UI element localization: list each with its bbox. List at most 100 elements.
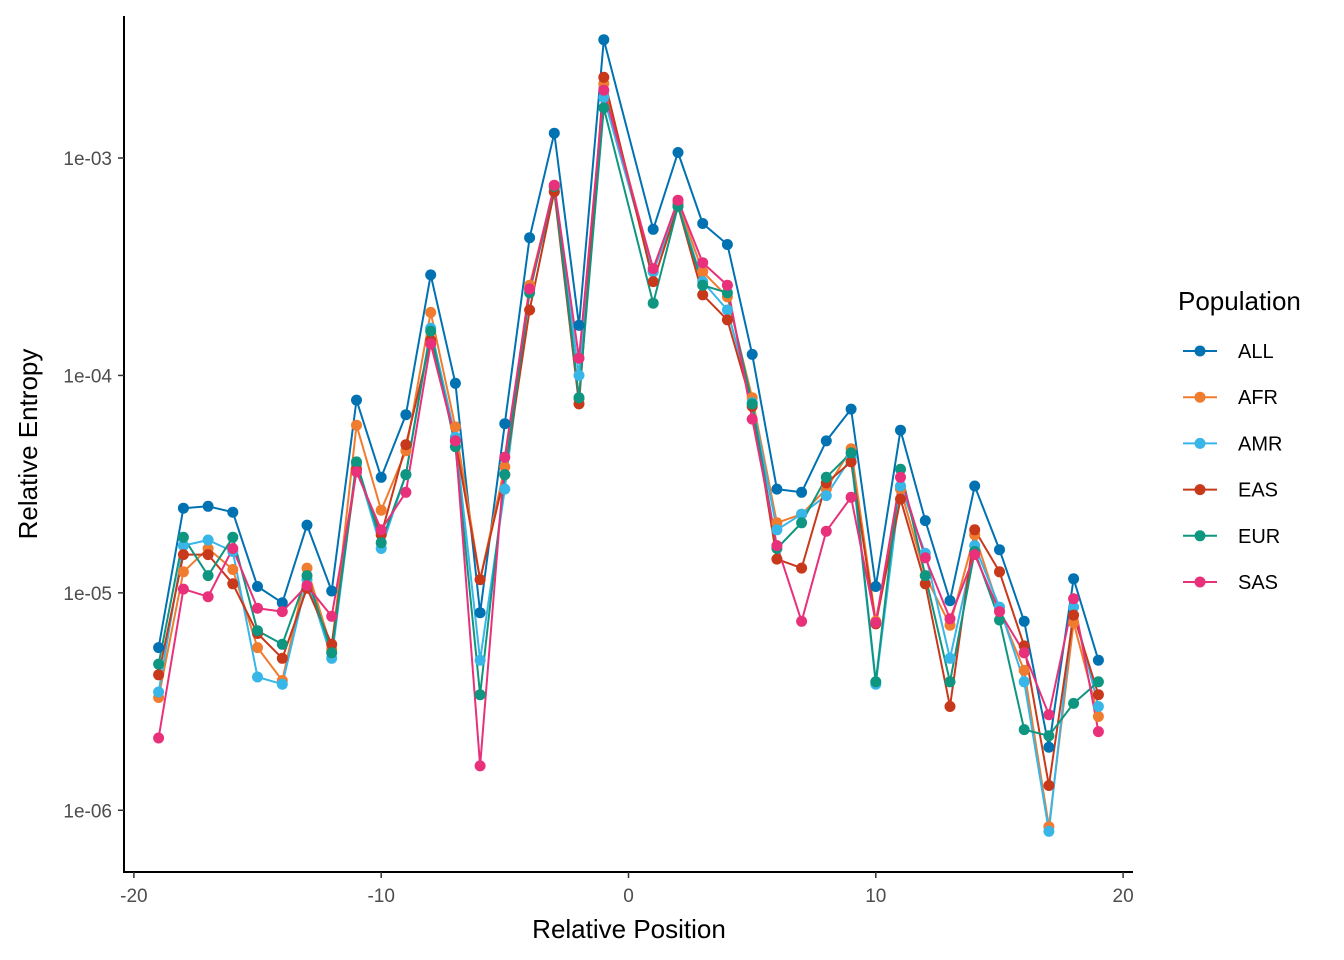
- legend-label-amr: AMR: [1238, 433, 1282, 455]
- data-point-eur: [919, 570, 931, 582]
- data-point-sas: [746, 413, 758, 425]
- data-point-eur: [870, 676, 882, 688]
- data-point-eas: [1043, 780, 1055, 791]
- data-point-eas: [177, 549, 189, 561]
- data-point-sas: [227, 543, 239, 554]
- data-point-amr: [1043, 825, 1055, 837]
- data-point-all: [400, 409, 412, 421]
- data-point-eas: [721, 314, 733, 326]
- data-point-sas: [400, 486, 412, 498]
- series-line-sas: [157, 89, 1100, 767]
- data-point-sas: [796, 615, 808, 627]
- data-point-amr: [1092, 701, 1104, 712]
- data-point-amr: [796, 508, 808, 520]
- data-point-eur: [252, 625, 263, 637]
- series-points-all: [153, 34, 1104, 753]
- data-point-amr: [1018, 676, 1030, 688]
- data-point-all: [969, 480, 981, 492]
- data-point-eur: [944, 676, 956, 688]
- data-point-eas: [153, 669, 165, 681]
- data-point-sas: [845, 491, 857, 503]
- data-point-eur: [499, 469, 511, 481]
- legend-label-afr: AFR: [1238, 387, 1278, 409]
- series-points-eas: [153, 71, 1104, 791]
- data-point-sas: [969, 549, 981, 561]
- data-point-eur: [153, 658, 165, 670]
- y-tick-label: 1e-06: [63, 801, 112, 822]
- data-point-sas: [499, 451, 511, 463]
- data-point-eas: [202, 549, 214, 561]
- data-point-sas: [919, 552, 931, 564]
- data-point-amr: [474, 654, 486, 666]
- data-point-eur: [301, 570, 313, 582]
- data-point-afr: [425, 306, 437, 318]
- data-point-sas: [820, 525, 832, 537]
- x-tick-label: -10: [367, 886, 394, 907]
- legend-key-point-eas: [1194, 484, 1206, 496]
- data-point-amr: [944, 652, 956, 664]
- x-tick-label: 0: [623, 886, 634, 907]
- data-point-eas: [227, 578, 239, 590]
- legend-item-eas: EAS: [1183, 480, 1278, 502]
- data-point-afr: [1018, 664, 1030, 676]
- legend-key-point-sas: [1194, 576, 1206, 588]
- legend-label-sas: SAS: [1238, 572, 1278, 594]
- series-points-sas: [153, 84, 1104, 772]
- data-point-sas: [548, 179, 560, 191]
- data-point-sas: [153, 732, 165, 744]
- data-point-all: [202, 500, 214, 512]
- data-point-eas: [400, 439, 412, 451]
- data-point-eur: [400, 469, 412, 481]
- data-point-all: [573, 319, 585, 331]
- data-point-eur: [425, 325, 437, 337]
- data-point-eur: [598, 102, 610, 114]
- legend-item-all: ALL: [1183, 341, 1274, 363]
- data-point-eas: [697, 289, 709, 301]
- x-tick-label: 20: [1113, 886, 1134, 907]
- data-point-all: [301, 519, 313, 531]
- legend-item-afr: AFR: [1183, 387, 1278, 409]
- data-point-eur: [1018, 724, 1030, 736]
- data-point-eas: [1092, 689, 1104, 701]
- data-point-all: [721, 239, 733, 250]
- data-point-afr: [499, 461, 511, 473]
- data-point-eur: [375, 537, 387, 549]
- data-point-eur: [746, 398, 758, 410]
- data-point-eas: [276, 652, 288, 664]
- data-point-sas: [524, 283, 536, 295]
- data-point-all: [499, 418, 511, 430]
- data-point-amr: [721, 304, 733, 316]
- data-point-amr: [153, 686, 165, 698]
- data-point-afr: [252, 642, 263, 654]
- data-point-sas: [276, 606, 288, 618]
- data-point-eas: [944, 701, 956, 712]
- data-point-eur: [474, 689, 486, 701]
- data-point-sas: [573, 352, 585, 364]
- legend: Population ALL AFR AMR EAS EUR SAS: [1178, 286, 1301, 594]
- data-point-eur: [351, 456, 362, 468]
- data-point-sas: [177, 583, 189, 595]
- data-point-eas: [524, 304, 536, 316]
- legend-item-eur: EUR: [1183, 526, 1280, 548]
- data-point-all: [425, 269, 437, 281]
- data-point-eas: [969, 524, 981, 536]
- data-point-all: [919, 515, 931, 527]
- data-point-all: [548, 127, 560, 139]
- data-point-all: [845, 403, 857, 415]
- data-point-sas: [1018, 647, 1030, 659]
- data-point-eur: [1092, 676, 1104, 688]
- data-point-all: [351, 394, 362, 406]
- data-point-eur: [1068, 697, 1080, 709]
- data-point-eas: [895, 493, 906, 505]
- y-axis-ticks: 1e-06 1e-05 1e-04 1e-03: [63, 149, 124, 822]
- data-point-all: [672, 147, 684, 158]
- data-point-amr: [820, 490, 832, 502]
- data-point-sas: [1043, 709, 1055, 721]
- legend-label-all: ALL: [1238, 341, 1274, 363]
- data-point-all: [474, 607, 486, 619]
- data-point-amr: [276, 678, 288, 690]
- data-point-all: [276, 597, 288, 609]
- y-tick-label: 1e-03: [63, 149, 112, 170]
- data-point-afr: [351, 419, 362, 431]
- data-point-all: [598, 34, 610, 46]
